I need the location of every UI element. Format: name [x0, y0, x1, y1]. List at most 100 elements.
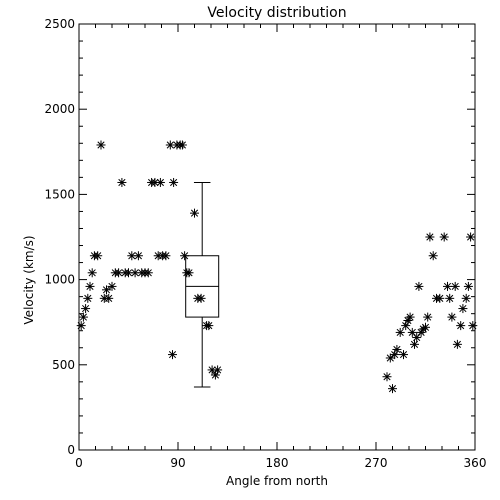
point-stroke: [426, 233, 434, 241]
data-point: [161, 251, 171, 261]
y-tick-label: 2500: [44, 17, 75, 31]
point-stroke: [399, 350, 408, 359]
x-tick-label: 90: [170, 456, 185, 470]
point-stroke: [185, 269, 193, 277]
data-point: [81, 304, 91, 314]
data-points: [76, 140, 478, 394]
point-stroke: [162, 252, 170, 260]
point-stroke: [383, 373, 391, 381]
point-stroke: [82, 304, 90, 313]
point-stroke: [457, 322, 465, 330]
point-stroke: [102, 286, 111, 294]
point-stroke: [467, 233, 475, 241]
data-point: [78, 312, 88, 322]
point-stroke: [448, 313, 456, 321]
data-point: [466, 232, 476, 242]
data-point: [461, 293, 471, 303]
data-point: [445, 293, 455, 303]
y-axis-ticks: 0 500 1000 1500 2000 2500: [44, 17, 475, 457]
point-stroke: [77, 322, 85, 330]
point-stroke: [166, 141, 174, 149]
x-tick-label: 270: [365, 456, 388, 470]
data-point: [395, 327, 405, 337]
data-point: [104, 293, 114, 303]
data-point: [177, 140, 187, 150]
y-tick-label: 1000: [44, 273, 75, 287]
data-point: [428, 251, 438, 261]
point-stroke: [453, 340, 461, 348]
data-point: [452, 339, 462, 349]
data-point: [388, 384, 397, 394]
data-point: [76, 321, 86, 331]
data-point: [456, 321, 466, 331]
point-stroke: [451, 282, 459, 291]
boxplot: [185, 181, 220, 388]
point-stroke: [108, 282, 116, 291]
data-point: [196, 293, 206, 303]
y-tick-label: 500: [52, 358, 75, 372]
data-point: [107, 281, 117, 291]
point-stroke: [84, 294, 92, 302]
data-point: [414, 281, 424, 291]
point-stroke: [424, 313, 432, 321]
data-point: [190, 208, 199, 218]
data-point: [168, 350, 177, 360]
point-stroke: [86, 282, 94, 291]
point-stroke: [197, 294, 205, 302]
data-point: [87, 268, 97, 278]
point-stroke: [421, 323, 430, 331]
point-stroke: [208, 366, 216, 374]
data-point: [83, 293, 93, 303]
data-point: [85, 281, 95, 291]
point-stroke: [88, 269, 96, 277]
data-point: [468, 321, 478, 331]
point-stroke: [168, 350, 177, 359]
point-stroke: [413, 333, 421, 342]
data-point: [412, 333, 422, 343]
point-stroke: [386, 354, 394, 362]
data-point: [382, 372, 392, 382]
chart-title: Velocity distribution: [207, 5, 346, 21]
point-stroke: [124, 269, 133, 277]
plot-border: [78, 23, 476, 451]
data-point: [425, 232, 435, 242]
point-stroke: [469, 322, 477, 330]
data-point: [117, 177, 127, 187]
data-point: [127, 251, 137, 261]
y-axis-label: Velocity (km/s): [22, 235, 36, 324]
data-point: [184, 268, 194, 278]
data-point: [213, 365, 223, 375]
point-stroke: [97, 141, 105, 149]
data-point: [102, 285, 111, 295]
point-stroke: [115, 269, 123, 277]
point-stroke: [462, 294, 470, 302]
point-stroke: [151, 178, 159, 187]
data-point: [410, 339, 419, 349]
point-stroke: [446, 294, 454, 302]
data-point: [421, 322, 430, 332]
data-point: [450, 281, 460, 291]
data-point: [423, 312, 433, 322]
data-point: [405, 312, 415, 322]
data-point: [180, 251, 190, 261]
data-point: [143, 268, 153, 278]
data-point: [399, 350, 408, 360]
y-tick-label: 0: [67, 443, 75, 457]
point-stroke: [408, 328, 416, 337]
data-point: [443, 281, 452, 291]
point-stroke: [170, 178, 178, 187]
data-point: [204, 321, 214, 331]
point-stroke: [415, 282, 423, 291]
point-stroke: [144, 269, 152, 277]
point-stroke: [459, 304, 467, 313]
point-stroke: [181, 252, 189, 260]
point-stroke: [205, 322, 213, 330]
point-stroke: [79, 313, 87, 321]
point-stroke: [410, 340, 419, 348]
point-stroke: [214, 366, 222, 374]
point-stroke: [396, 328, 404, 337]
point-stroke: [393, 345, 401, 354]
point-stroke: [94, 252, 102, 260]
point-stroke: [464, 282, 472, 291]
data-point: [392, 344, 402, 354]
